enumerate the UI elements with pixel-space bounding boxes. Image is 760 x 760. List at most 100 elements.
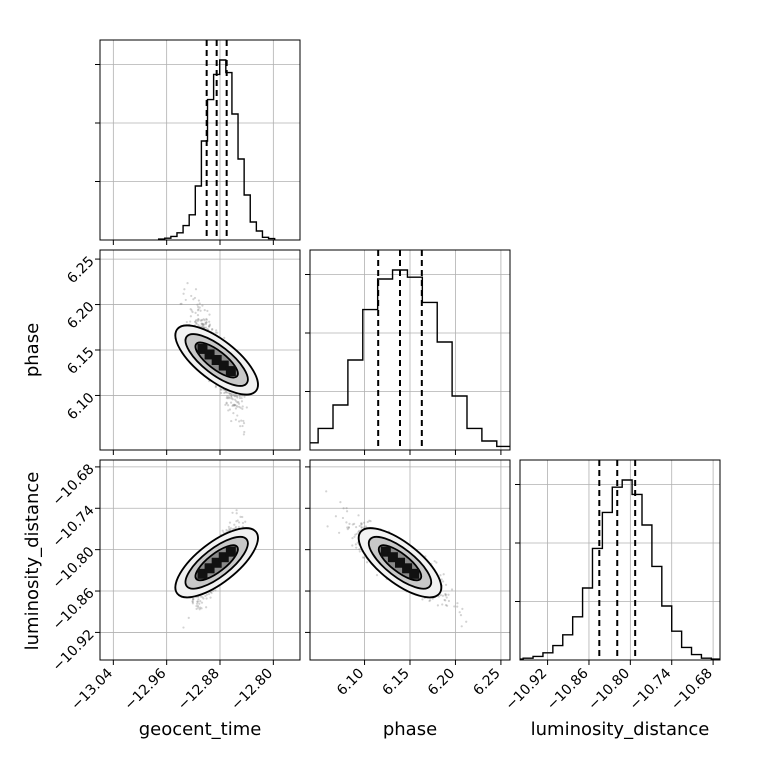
sample-point (234, 407, 238, 410)
sample-point (194, 311, 197, 314)
sample-point (191, 602, 194, 605)
sample-point (444, 583, 448, 586)
sample-point (198, 302, 201, 305)
sample-point (214, 384, 218, 388)
sample-point (353, 522, 356, 526)
sample-point (180, 302, 183, 305)
sample-point (326, 525, 329, 528)
sample-point (341, 516, 345, 520)
sample-point (365, 561, 369, 564)
sample-point (233, 403, 236, 406)
sample-point (223, 336, 226, 339)
sample-point (201, 323, 205, 326)
sample-point (429, 599, 432, 602)
sample-point (237, 525, 240, 529)
sample-point (186, 282, 189, 285)
sample-point (199, 600, 202, 603)
sample-point (232, 412, 235, 415)
sample-point (361, 556, 365, 559)
xtick-label-luminosity_distance: −10.80 (585, 666, 633, 714)
sample-point (243, 430, 246, 434)
sample-point (444, 599, 447, 602)
sample-point (242, 433, 245, 436)
sample-point (187, 616, 190, 619)
sample-point (197, 598, 200, 601)
sample-point (199, 595, 202, 598)
sample-point (357, 529, 361, 532)
sample-point (226, 397, 229, 400)
sample-point (211, 327, 214, 331)
sample-point (200, 601, 204, 604)
sample-point (205, 326, 208, 329)
sample-point (219, 388, 223, 392)
xtick-label-geocent_time: −12.80 (228, 666, 276, 714)
sample-point (355, 546, 358, 549)
sample-point (183, 288, 186, 291)
sample-point (224, 403, 227, 406)
sample-point (223, 391, 226, 395)
sample-point (231, 404, 234, 408)
sample-point (201, 318, 204, 322)
density-peak-cell (380, 546, 391, 557)
sample-point (338, 531, 341, 534)
xlabel-luminosity-distance: luminosity_distance (531, 719, 710, 740)
sample-point (193, 320, 197, 324)
sample-point (439, 574, 442, 577)
sample-point (197, 299, 200, 302)
ytick-label-phase: 6.15 (64, 344, 97, 377)
sample-point (191, 600, 194, 603)
sample-point (201, 304, 204, 307)
sample-point (342, 507, 345, 510)
sample-point (360, 522, 363, 525)
sample-point (233, 404, 237, 407)
sample-point (204, 594, 207, 598)
sample-point (444, 594, 447, 597)
sample-point (205, 606, 208, 609)
sample-point (234, 525, 238, 528)
sample-point (201, 324, 205, 327)
panel-frame-luminosity_distance-vs-luminosity_distance (519, 459, 721, 661)
sample-point (195, 604, 198, 608)
sample-point (346, 528, 349, 531)
sample-point (205, 321, 208, 324)
sample-point (196, 313, 200, 317)
sample-point (362, 521, 366, 524)
xtick-label-geocent_time: −12.96 (122, 665, 170, 713)
sample-point (194, 288, 198, 291)
sample-point (225, 402, 228, 405)
sample-point (456, 602, 459, 605)
density-peak-cell (387, 552, 398, 563)
sample-point (357, 531, 360, 534)
sample-point (228, 521, 232, 524)
sample-point (226, 391, 229, 394)
sample-point (207, 592, 211, 596)
sample-point (214, 386, 217, 389)
sample-point (358, 524, 361, 528)
sample-point (228, 408, 232, 411)
xlabel-phase: phase (383, 719, 437, 740)
sample-point (240, 396, 243, 400)
sample-point (202, 326, 205, 329)
sample-point (214, 331, 217, 334)
sample-point (231, 527, 234, 531)
sample-point (179, 302, 182, 306)
density-peak-cell (225, 546, 236, 557)
sample-point (368, 519, 371, 522)
sample-point (239, 406, 242, 409)
sample-point (345, 507, 348, 510)
sample-point (235, 520, 238, 523)
ylabel-luminosity-distance: luminosity_distance (22, 472, 43, 651)
density-peak-cell (402, 563, 413, 574)
xtick-label-luminosity_distance: −10.68 (668, 666, 716, 714)
sample-point (227, 409, 230, 412)
sample-point (225, 401, 228, 404)
sample-point (358, 550, 361, 553)
sample-point (199, 606, 202, 609)
xtick-label-luminosity_distance: −10.74 (627, 665, 675, 713)
sample-point (459, 614, 463, 617)
sample-point (228, 392, 231, 395)
sample-point (214, 589, 217, 592)
sample-point (363, 556, 366, 559)
sample-point (346, 526, 349, 529)
